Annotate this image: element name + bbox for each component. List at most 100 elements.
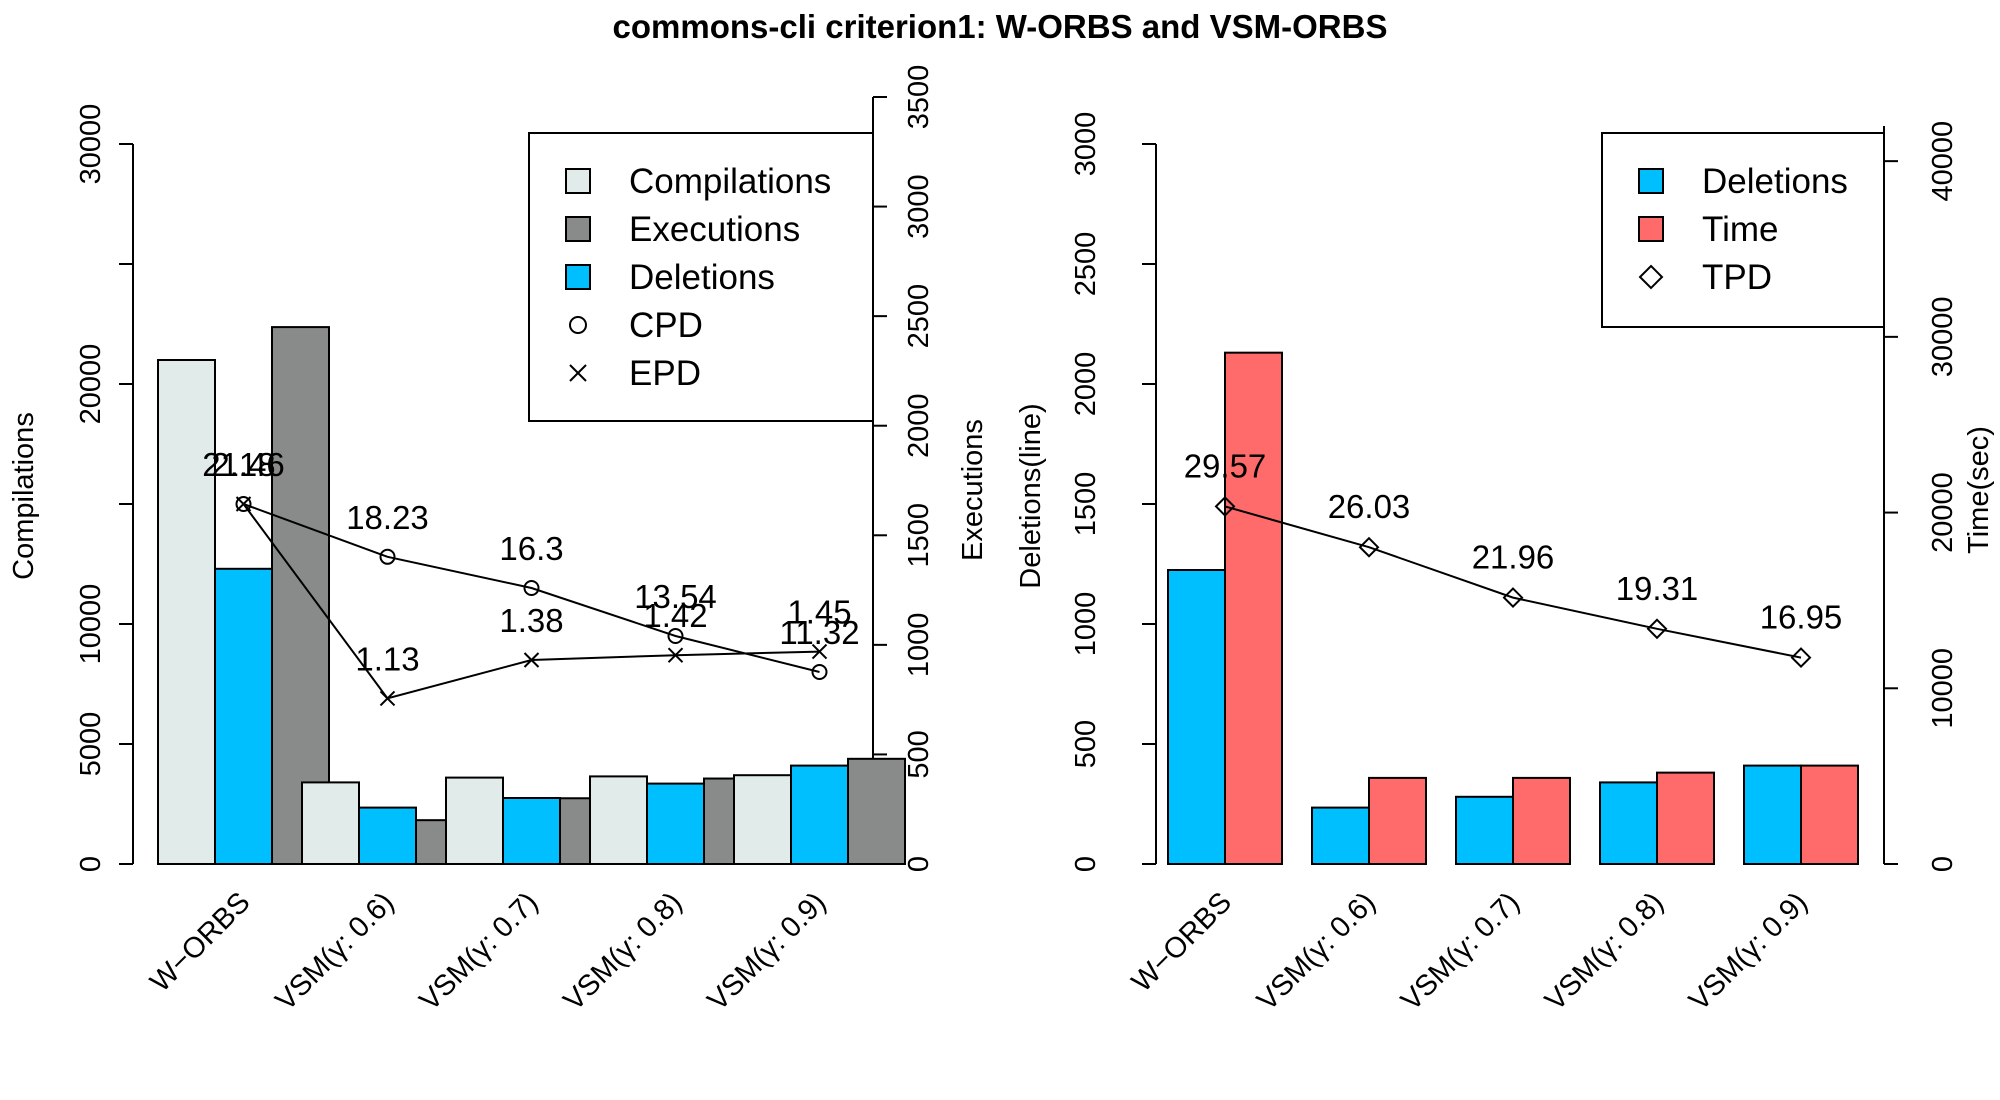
legend-label: Compilations: [629, 162, 831, 201]
bar-time: [1512, 776, 1571, 866]
bar-executions: [847, 757, 906, 865]
right-y-tick-label: 40000: [1927, 121, 1959, 202]
epd-value-label: 1.13: [355, 640, 419, 677]
right-y-tick-label: 0: [903, 856, 935, 872]
epd-value-label: 2.18: [211, 446, 275, 483]
legend-marker: [569, 316, 587, 334]
tpd-line: [1224, 505, 1802, 659]
bar-executions: [271, 326, 330, 866]
right-y-tick-label: 2000: [903, 393, 935, 458]
legend-label: TPD: [1702, 258, 1772, 297]
cpd-point: [811, 664, 828, 680]
right-y-tick-label: 2500: [903, 284, 935, 349]
bar-deletions: [1167, 569, 1226, 865]
tpd-point: [1790, 647, 1812, 669]
legend-label: Executions: [629, 210, 800, 249]
right-y-tick-label: 0: [1927, 856, 1959, 872]
left-chart-panel: 0 5000 10000 20000 30000 Compilations 0 500 1000…: [8, 65, 989, 1017]
left-y-tick-label: 0: [1070, 856, 1102, 872]
left-y-tick-label: 2000: [1070, 352, 1102, 417]
right-y-tick-label: 3000: [903, 174, 935, 239]
bar-deletions: [1311, 806, 1370, 865]
bar-time: [1368, 776, 1427, 866]
legend-swatch: [1638, 216, 1664, 242]
right-y-tick-label: 1000: [903, 613, 935, 678]
bar-deletions: [214, 567, 273, 865]
cpd-line: [243, 503, 820, 673]
cpd-value-label: 18.23: [346, 499, 429, 536]
legend-swatch: [1638, 168, 1664, 194]
epd-point: [667, 647, 684, 663]
bar-deletions: [790, 764, 849, 865]
left-y-tick-label: 20000: [75, 344, 107, 425]
x-category-label: VSM(γ: 0.8): [558, 886, 689, 1017]
x-category-label: VSM(γ: 0.9): [1683, 886, 1814, 1017]
right-y-tick-label: 20000: [1927, 472, 1959, 553]
bar-compilations: [301, 781, 360, 866]
left-y-tick-label: 2500: [1070, 232, 1102, 297]
cpd-point: [235, 496, 252, 512]
left-y-tick-label: 1500: [1070, 472, 1102, 537]
x-category-label: VSM(γ: 0.9): [702, 886, 833, 1017]
tpd-point: [1358, 536, 1380, 558]
cpd-point: [523, 580, 540, 596]
legend-label: Time: [1702, 210, 1778, 249]
right-y-axis-label: Time(sec): [1963, 426, 1995, 554]
cpd-value-label: 13.54: [634, 578, 717, 615]
tpd-value-label: 29.57: [1184, 447, 1267, 484]
tpd-point: [1502, 587, 1524, 609]
legend-label: Deletions: [1702, 162, 1848, 201]
legend-marker: [1638, 264, 1664, 290]
legend-swatch: [565, 216, 591, 242]
right-y-tick-label: 3500: [903, 65, 935, 130]
right-y-tick-label: 30000: [1927, 297, 1959, 378]
left-y-axis-label: Compilations: [8, 412, 40, 580]
right-y-axis-label: Executions: [957, 419, 989, 561]
bar-compilations: [445, 776, 504, 865]
x-category-label: VSM(γ: 0.8): [1539, 886, 1670, 1017]
left-y-tick-label: 30000: [75, 104, 107, 185]
bar-deletions: [1743, 764, 1802, 865]
epd-point: [379, 690, 396, 707]
left-y-tick-label: 3000: [1070, 112, 1102, 177]
legend-swatch: [565, 264, 591, 290]
epd-point: [811, 643, 828, 660]
cpd-point: [667, 628, 684, 644]
epd-point: [523, 652, 540, 668]
x-category-label: W−ORBS: [1126, 886, 1238, 998]
bar-deletions: [1599, 781, 1658, 866]
epd-value-label: 1.42: [643, 597, 707, 634]
bar-deletions: [646, 782, 705, 865]
cpd-value-label: 21.46: [202, 446, 285, 483]
bar-compilations: [589, 775, 648, 866]
x-category-label: VSM(γ: 0.7): [414, 886, 545, 1017]
x-category-label: W−ORBS: [144, 886, 256, 998]
left-y-tick-label: 500: [1070, 720, 1102, 768]
left-y-axis-label: Deletions(line): [1015, 403, 1047, 588]
legend-label: Deletions: [629, 258, 775, 297]
right-y-tick-label: 10000: [1927, 648, 1959, 729]
cpd-value-label: 16.3: [499, 530, 563, 567]
bar-deletions: [502, 797, 561, 865]
right-y-tick-label: 500: [903, 730, 935, 778]
bar-deletions: [358, 806, 417, 865]
right-y-tick-label: 1500: [903, 503, 935, 568]
bar-time: [1800, 764, 1859, 865]
legend-marker: [569, 364, 587, 382]
bar-time: [1224, 351, 1283, 865]
tpd-value-label: 16.95: [1760, 599, 1843, 636]
epd-value-label: 1.38: [499, 602, 563, 639]
tpd-value-label: 21.96: [1472, 539, 1555, 576]
epd-value-label: 1.45: [787, 594, 851, 631]
bar-deletions: [1455, 795, 1514, 865]
left-y-tick-label: 0: [75, 856, 107, 872]
chart-title: commons-cli criterion1: W-ORBS and VSM-O…: [613, 8, 1388, 45]
cpd-point: [379, 548, 396, 565]
tpd-point: [1646, 618, 1668, 640]
x-category-label: VSM(γ: 0.6): [270, 886, 401, 1017]
legend-label: EPD: [629, 354, 701, 393]
x-category-label: VSM(γ: 0.7): [1395, 886, 1526, 1017]
bar-compilations: [733, 774, 792, 866]
right-chart-panel: 0 500 1000 1500 2000 2500 3000 Deletions(line) 0…: [1015, 112, 1995, 1017]
